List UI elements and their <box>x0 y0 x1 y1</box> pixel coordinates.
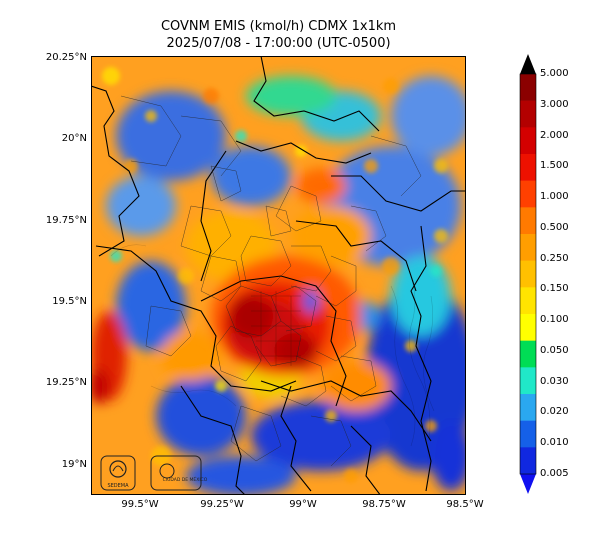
colorbar-label: 2.000 <box>540 130 569 141</box>
emission-map: SEDEMA CIUDAD DE MÉXICO <box>91 56 466 495</box>
colorbar-band <box>520 394 536 421</box>
colorbar-label: 1.500 <box>540 160 569 171</box>
colorbar-label: 0.030 <box>540 376 569 387</box>
map-title: COVNM EMIS (kmol/h) CDMX 1x1km <box>160 19 397 34</box>
lat-label: 20°N <box>61 133 87 144</box>
colorbar-band <box>520 260 536 288</box>
lon-label: 98.75°W <box>362 499 406 510</box>
colorbar-frame <box>519 73 537 475</box>
colorbar-label: 0.020 <box>540 406 569 417</box>
colorbar-top-arrow <box>520 54 536 74</box>
lat-label: 19.25°N <box>45 377 87 388</box>
colorbar-label: 0.010 <box>540 437 569 448</box>
lon-label: 99°W <box>289 499 317 510</box>
colorbar-bottom-arrow <box>520 474 536 494</box>
colorbar-band <box>520 207 536 235</box>
municipal-borders <box>120 95 422 467</box>
lon-label: 99.25°W <box>200 499 244 510</box>
cdmx-logo-text: CIUDAD DE MÉXICO <box>163 475 208 483</box>
cdmx-logo: CIUDAD DE MÉXICO <box>150 455 208 491</box>
colorbar-bands <box>520 74 536 475</box>
colorbar-band <box>520 340 536 368</box>
colorbar-label: 0.150 <box>540 283 569 294</box>
colorbar-band <box>520 74 536 101</box>
lat-label: 19.5°N <box>52 296 87 307</box>
colorbar-band <box>520 420 536 448</box>
colorbar-label: 5.000 <box>540 68 569 79</box>
colorbar-label: 1.000 <box>540 191 569 202</box>
colorbar-label: 0.500 <box>540 222 569 233</box>
colorbar-label: 0.100 <box>540 314 569 325</box>
colorbar-band <box>520 447 536 475</box>
state-borders <box>91 56 466 495</box>
colorbar-band <box>520 127 536 155</box>
lat-label: 20.25°N <box>45 52 87 63</box>
sedema-logo: SEDEMA <box>100 455 136 491</box>
colorbar-band <box>520 154 536 181</box>
colorbar-band <box>520 287 536 315</box>
colorbar-band <box>520 367 536 395</box>
lat-label: 19°N <box>61 459 87 470</box>
map-subtitle: 2025/07/08 - 17:00:00 (UTC-0500) <box>166 36 391 51</box>
map-frame <box>91 56 466 495</box>
lon-label: 98.5°W <box>446 499 484 510</box>
sedema-logo-text: SEDEMA <box>107 483 129 489</box>
colorbar <box>519 54 537 494</box>
colorbar-label: 0.050 <box>540 345 569 356</box>
colorbar-band <box>520 234 536 261</box>
colorbar-label: 3.000 <box>540 99 569 110</box>
colorbar-band <box>520 314 536 341</box>
colorbar-band <box>520 100 536 128</box>
lat-label: 19.75°N <box>45 215 87 226</box>
colorbar-label: 0.005 <box>540 468 569 479</box>
lon-label: 99.5°W <box>121 499 159 510</box>
colorbar-label: 0.250 <box>540 253 569 264</box>
colorbar-band <box>520 180 536 208</box>
